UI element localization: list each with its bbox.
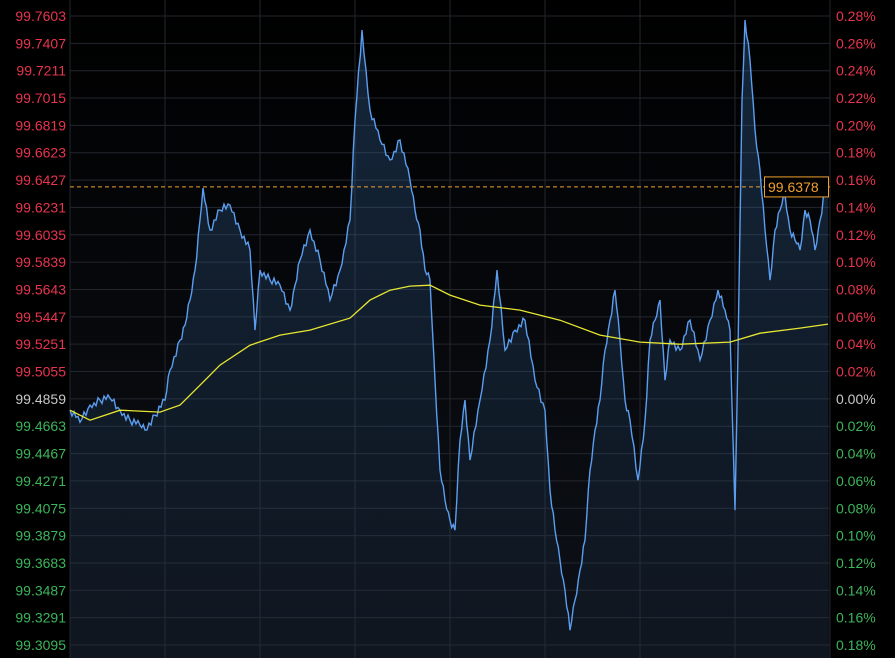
right-tick-label: 0.06% xyxy=(836,473,876,489)
right-tick-label: 0.02% xyxy=(836,418,876,434)
moving-average-line xyxy=(69,284,829,421)
series-layer xyxy=(69,19,830,658)
left-tick-label: 99.7603 xyxy=(15,8,66,24)
right-tick-label: 0.28% xyxy=(836,8,876,24)
right-tick-label: 0.04% xyxy=(836,446,876,462)
left-tick-label: 99.6035 xyxy=(15,227,66,243)
left-tick-label: 99.5447 xyxy=(15,309,66,325)
right-tick-label: 0.00% xyxy=(836,391,876,407)
last-price-label: 99.6378 xyxy=(768,179,819,195)
left-tick-label: 99.4271 xyxy=(15,473,66,489)
right-tick-label: 0.06% xyxy=(836,309,876,325)
right-tick-label: 0.08% xyxy=(836,500,876,516)
right-tick-label: 0.20% xyxy=(836,117,876,133)
left-tick-label: 99.7015 xyxy=(15,90,66,106)
left-tick-label: 99.3487 xyxy=(15,582,66,598)
left-tick-label: 99.6819 xyxy=(15,117,66,133)
right-tick-label: 0.22% xyxy=(836,90,876,106)
right-tick-label: 0.16% xyxy=(836,610,876,626)
left-tick-label: 99.5839 xyxy=(15,254,66,270)
left-tick-label: 99.3879 xyxy=(15,528,66,544)
right-tick-label: 0.08% xyxy=(836,281,876,297)
left-tick-label: 99.6427 xyxy=(15,172,66,188)
right-tick-label: 0.18% xyxy=(836,637,876,653)
left-tick-label: 99.4075 xyxy=(15,500,66,516)
left-tick-label: 99.4859 xyxy=(15,391,66,407)
right-tick-label: 0.26% xyxy=(836,35,876,51)
left-tick-label: 99.4663 xyxy=(15,418,66,434)
left-tick-label: 99.7211 xyxy=(16,63,66,79)
right-tick-label: 0.18% xyxy=(836,145,876,161)
right-tick-label: 0.24% xyxy=(836,63,876,79)
right-tick-label: 0.14% xyxy=(836,199,876,215)
left-tick-label: 99.5055 xyxy=(15,364,66,380)
price-area xyxy=(70,20,828,658)
right-tick-label: 0.02% xyxy=(836,364,876,380)
left-tick-label: 99.3683 xyxy=(15,555,66,571)
left-tick-label: 99.6231 xyxy=(15,199,66,215)
left-tick-label: 99.6623 xyxy=(15,145,66,161)
axes: 99.7603 0.28% 99.7407 0.26% 99.7211 0.24% 99.7… xyxy=(15,8,875,653)
price-line xyxy=(69,19,829,631)
left-tick-label: 99.3291 xyxy=(15,610,66,626)
left-tick-label: 99.5251 xyxy=(15,336,66,352)
left-tick-label: 99.4467 xyxy=(15,446,66,462)
right-tick-label: 0.10% xyxy=(836,528,876,544)
left-tick-label: 99.5643 xyxy=(15,281,66,297)
left-tick-label: 99.3095 xyxy=(15,637,66,653)
last-price-box xyxy=(764,176,829,198)
right-tick-label: 0.12% xyxy=(836,555,876,571)
left-tick-label: 99.7407 xyxy=(15,35,66,51)
right-tick-label: 0.04% xyxy=(836,336,876,352)
right-tick-label: 0.10% xyxy=(836,254,876,270)
right-tick-label: 0.14% xyxy=(836,582,876,598)
right-tick-label: 0.16% xyxy=(836,172,876,188)
right-tick-label: 0.12% xyxy=(836,227,876,243)
